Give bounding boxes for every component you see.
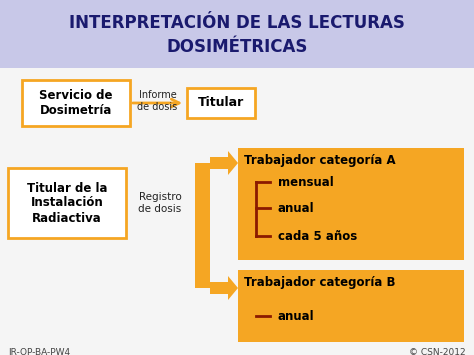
Text: cada 5 años: cada 5 años bbox=[278, 229, 357, 242]
Text: Titular de la
Instalación
Radiactiva: Titular de la Instalación Radiactiva bbox=[27, 181, 107, 224]
Text: Titular: Titular bbox=[198, 97, 244, 109]
Polygon shape bbox=[210, 276, 238, 300]
Text: Informe
de dosis: Informe de dosis bbox=[137, 90, 178, 111]
Polygon shape bbox=[210, 151, 238, 175]
Text: DOSIMÉTRICAS: DOSIMÉTRICAS bbox=[166, 38, 308, 56]
Text: anual: anual bbox=[278, 202, 315, 214]
FancyBboxPatch shape bbox=[0, 0, 474, 68]
FancyBboxPatch shape bbox=[238, 270, 464, 342]
Text: Registro
de dosis: Registro de dosis bbox=[138, 192, 182, 214]
Text: IR-OP-BA-PW4: IR-OP-BA-PW4 bbox=[8, 348, 70, 355]
Text: INTERPRETACIÓN DE LAS LECTURAS: INTERPRETACIÓN DE LAS LECTURAS bbox=[69, 14, 405, 32]
FancyBboxPatch shape bbox=[8, 168, 126, 238]
Text: Trabajador categoría A: Trabajador categoría A bbox=[244, 154, 396, 167]
Text: © CSN-2012: © CSN-2012 bbox=[410, 348, 466, 355]
Text: Servicio de
Dosimetría: Servicio de Dosimetría bbox=[39, 89, 113, 117]
FancyBboxPatch shape bbox=[187, 88, 255, 118]
Text: Trabajador categoría B: Trabajador categoría B bbox=[244, 276, 395, 289]
FancyBboxPatch shape bbox=[195, 163, 210, 288]
FancyBboxPatch shape bbox=[22, 80, 130, 126]
Text: anual: anual bbox=[278, 310, 315, 322]
FancyBboxPatch shape bbox=[238, 148, 464, 260]
Text: mensual: mensual bbox=[278, 175, 334, 189]
